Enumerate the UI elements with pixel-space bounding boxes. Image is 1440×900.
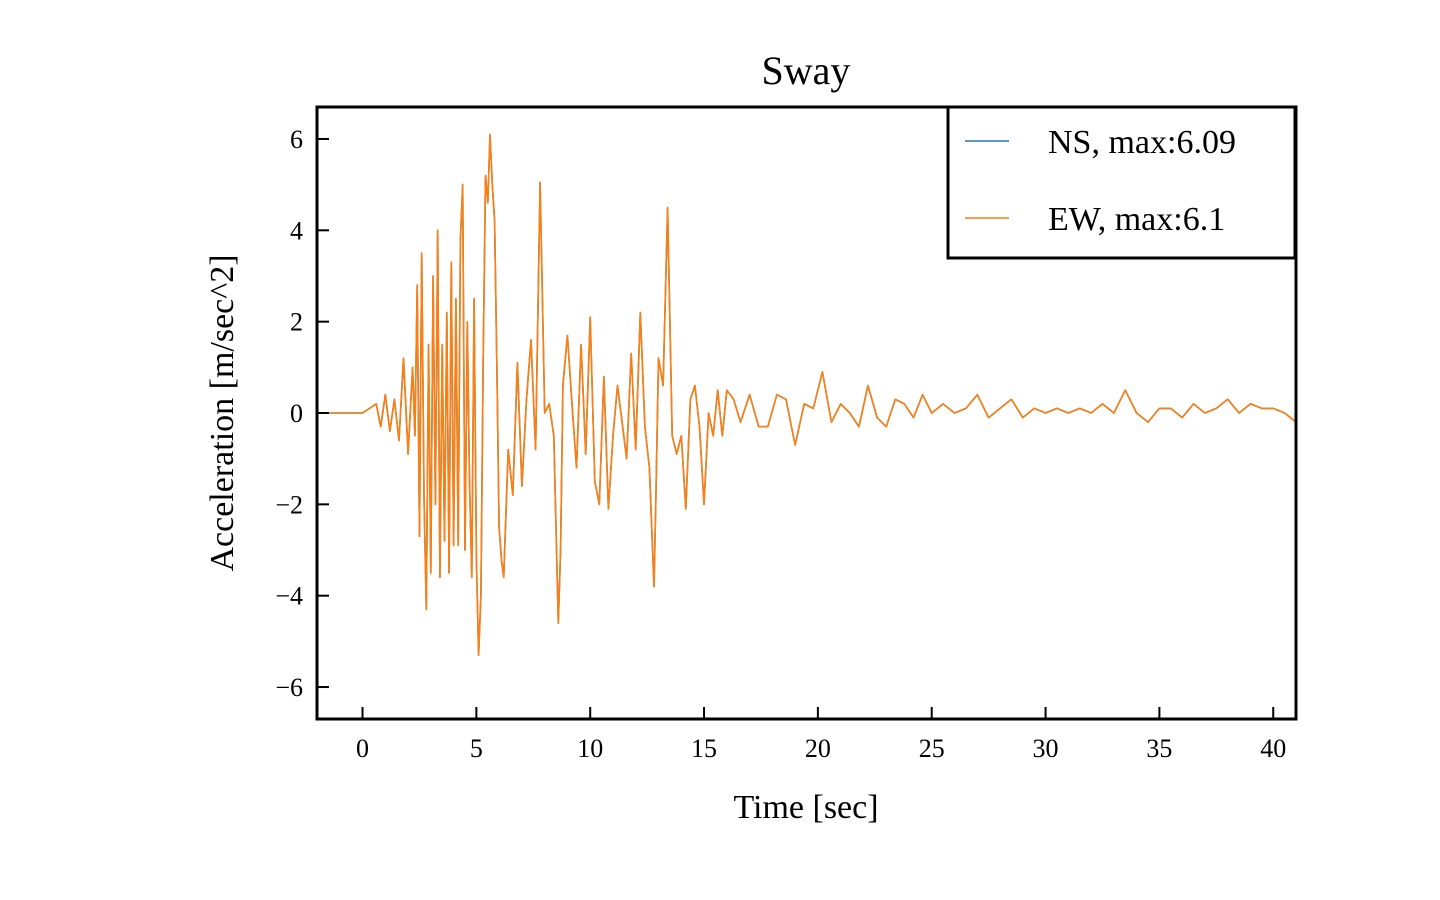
- y-tick-label: −4: [275, 582, 303, 611]
- series-layer: [317, 133, 1297, 656]
- x-axis-ticks: 0 5 10 15 20 25 30 35 40: [356, 707, 1286, 763]
- series-line-ew: [317, 133, 1297, 656]
- x-tick-label: 5: [470, 734, 483, 763]
- y-tick-label: 4: [290, 216, 303, 245]
- chart-title: Sway: [762, 48, 851, 93]
- x-tick-label: 25: [919, 734, 945, 763]
- y-tick-label: −2: [275, 490, 303, 519]
- x-tick-label: 30: [1033, 734, 1059, 763]
- plot-frame: [315, 105, 1298, 721]
- y-tick-label: −6: [275, 673, 303, 702]
- y-axis-label: Acceleration [m/sec^2]: [204, 254, 241, 571]
- x-tick-label: 10: [577, 734, 603, 763]
- y-tick-label: 2: [290, 308, 303, 337]
- x-tick-label: 0: [356, 734, 369, 763]
- x-tick-label: 20: [805, 734, 831, 763]
- x-tick-label: 35: [1146, 734, 1172, 763]
- legend-box: [946, 105, 1297, 260]
- y-axis-ticks: −6 −4 −2 0 2 4 6: [275, 125, 329, 702]
- x-tick-label: 15: [691, 734, 717, 763]
- legend-label-ew: EW, max:6.1: [1048, 201, 1225, 238]
- x-axis-label: Time [sec]: [733, 789, 878, 826]
- x-tick-label: 40: [1260, 734, 1286, 763]
- y-tick-label: 6: [290, 125, 303, 154]
- y-tick-label: 0: [290, 399, 303, 428]
- legend: NS, max:6.09 EW, max:6.1: [946, 105, 1297, 260]
- legend-label-ns: NS, max:6.09: [1048, 124, 1236, 161]
